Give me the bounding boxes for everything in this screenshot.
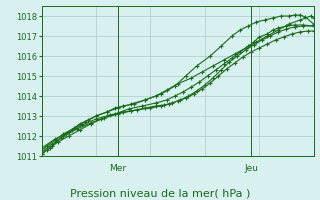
Text: Mer: Mer xyxy=(109,164,126,173)
Text: Pression niveau de la mer( hPa ): Pression niveau de la mer( hPa ) xyxy=(70,188,250,198)
Text: Jeu: Jeu xyxy=(244,164,258,173)
